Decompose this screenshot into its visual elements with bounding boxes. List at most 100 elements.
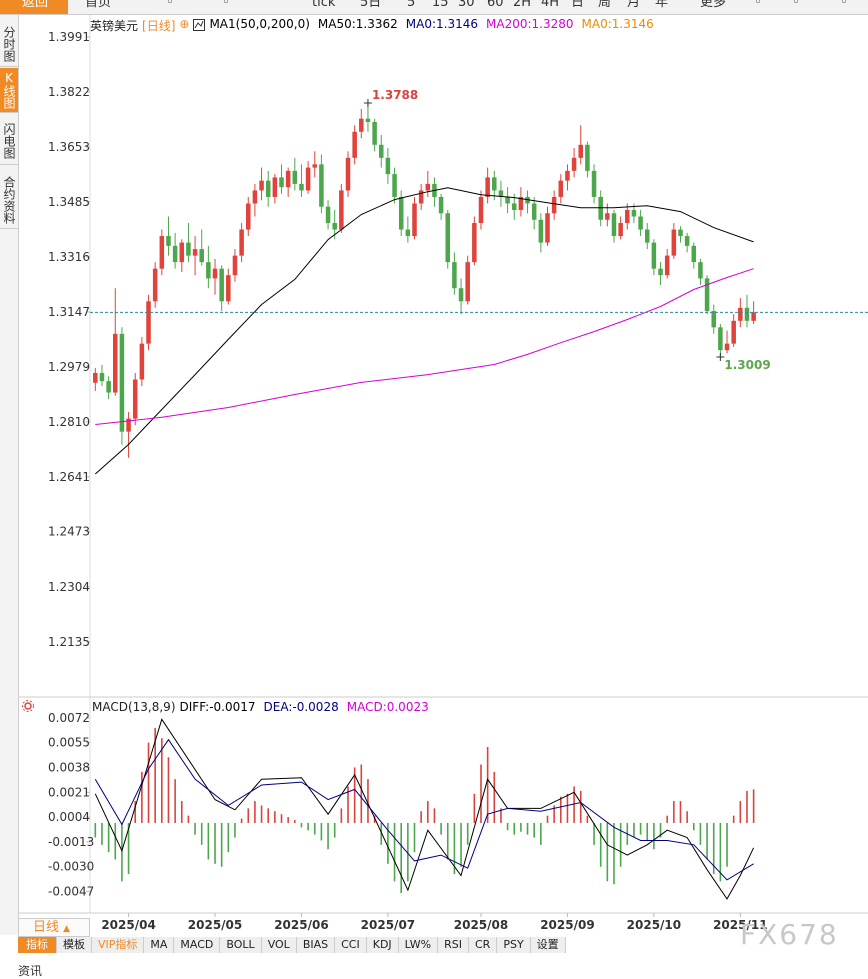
y-tick-label: -0.0047 [48, 885, 94, 899]
legend-entry: MA0:1.3146 [405, 17, 479, 31]
watermark: FX678 [740, 918, 839, 951]
toolbar-item[interactable]: 2H [513, 0, 532, 10]
toolbar-item[interactable]: 5 [407, 0, 416, 10]
indicator-tab[interactable]: BIAS [297, 937, 336, 953]
candle-body [186, 242, 191, 256]
candle-body [598, 196, 603, 220]
toolbar-item[interactable]: 5日 [360, 0, 382, 10]
candle-body [472, 223, 477, 263]
sidebar-tab[interactable]: 分时图 [0, 22, 18, 67]
x-tick-label: 2025/04 [101, 918, 155, 932]
indicator-tab[interactable]: VOL [262, 937, 297, 953]
candle-body [332, 223, 337, 230]
candle-body [738, 307, 743, 321]
indicator-tab[interactable]: BOLL [220, 937, 262, 953]
candle-body [605, 213, 610, 220]
candle-body [139, 343, 145, 380]
candle-body [618, 223, 623, 237]
candle-body [691, 245, 697, 263]
indicator-tab[interactable]: VIP指标 [92, 937, 145, 953]
candle-body [538, 219, 544, 243]
indicator-tab[interactable]: RSI [438, 937, 469, 953]
toolbar-item[interactable]: 周 [598, 0, 612, 10]
candle-body [565, 170, 570, 181]
x-tick-label: 2025/05 [188, 918, 242, 932]
toolbar-item[interactable]: 年 [655, 0, 669, 10]
toolbar-item[interactable]: 4H [541, 0, 560, 10]
candle-body [631, 209, 637, 217]
toolbar-item[interactable]: tick [312, 0, 336, 10]
candle-body [591, 170, 597, 197]
x-tick-label: 2025/08 [454, 918, 508, 932]
toolbar-item[interactable]: 月 [627, 0, 641, 10]
candle-body [664, 255, 670, 276]
toolbar-icon[interactable]: ◦ [754, 0, 762, 10]
candle-body [511, 203, 517, 210]
back-button[interactable]: 返回 [0, 0, 68, 14]
macd-title: MACD(13,8,9) [92, 700, 176, 714]
indicator-tab[interactable]: MACD [174, 937, 221, 953]
candle-body [545, 213, 550, 243]
indicator-tab[interactable]: KDJ [367, 937, 399, 953]
indicator-icon[interactable] [193, 19, 206, 31]
candle-body [319, 164, 324, 207]
y-tick-label: 1.2810 [48, 415, 90, 429]
toolbar-item[interactable]: 60 [487, 0, 504, 10]
toolbar-item[interactable]: 日 [571, 0, 585, 10]
candle-body [246, 203, 251, 230]
candle-body [192, 249, 198, 256]
candle-body [132, 379, 138, 419]
candle-body [172, 245, 178, 263]
indicator-tab[interactable]: PSY [497, 937, 531, 953]
period-selector[interactable]: 日线 ▲ [18, 918, 90, 937]
legend-entry: DEA:-0.0028 [263, 700, 339, 714]
candle-body [744, 307, 750, 321]
candle-body [345, 157, 351, 191]
indicator-tab[interactable]: MA [144, 937, 175, 953]
candle-body [226, 275, 231, 302]
add-icon[interactable]: ⊕ [179, 17, 190, 31]
toolbar-icon[interactable]: ◦ [166, 0, 174, 10]
y-tick-label: 1.3822 [48, 85, 90, 99]
candle-body [525, 196, 530, 204]
candle-body [704, 278, 710, 312]
sidebar-tab[interactable]: K线图 [0, 68, 18, 113]
candle-body [285, 170, 291, 188]
candle-body [359, 118, 364, 132]
candle-body [585, 144, 590, 171]
indicator-tab[interactable]: 设置 [531, 937, 566, 953]
indicator-tab[interactable]: 指标 [18, 937, 57, 953]
toolbar-item[interactable]: 15 [432, 0, 449, 10]
y-tick-label: 1.2135 [48, 635, 90, 649]
candle-body [485, 177, 490, 197]
candle-body [398, 196, 404, 230]
sidebar-tab[interactable]: 闪电图 [0, 118, 18, 165]
toolbar-icon[interactable]: ◦ [840, 0, 848, 10]
indicator-tab[interactable]: 模板 [57, 937, 92, 953]
y-tick-label: 1.3485 [48, 195, 90, 209]
indicator-tab[interactable]: CR [469, 937, 498, 953]
x-tick-label: 2025/07 [361, 918, 415, 932]
toolbar-icon[interactable]: ◦ [222, 0, 230, 10]
indicator-line [94, 738, 754, 881]
toolbar-icon[interactable]: ◦ [792, 0, 800, 10]
legend-entry: DIFF:-0.0017 [179, 700, 256, 714]
sidebar-tab[interactable]: 合约资料 [0, 172, 18, 229]
toolbar-item[interactable]: 首页 [85, 0, 112, 10]
toolbar: 返回 首页 tick 5日 5 15 30 60 2H 4H 日 周 月 年 更多 ◦ ◦ ◦ ◦ ◦ [0, 0, 868, 15]
gear-icon[interactable] [22, 700, 34, 712]
candle-body [312, 164, 318, 168]
legend-entry: MACD:0.0023 [346, 700, 429, 714]
candle-body [325, 206, 331, 224]
y-tick-label: 0.0021 [48, 785, 90, 799]
indicator-tab[interactable]: LW% [399, 937, 439, 953]
candle-body [418, 190, 424, 204]
y-tick-label: -0.0030 [48, 860, 94, 874]
toolbar-item[interactable]: 更多 [700, 0, 727, 10]
candle-body [445, 213, 451, 263]
indicator-tab[interactable]: CCI [335, 937, 367, 953]
candle-body [638, 216, 643, 230]
sidebar: 分时图 K线图闪电图合约资料 [0, 15, 19, 935]
candle-body [146, 301, 151, 344]
toolbar-item[interactable]: 30 [458, 0, 475, 10]
